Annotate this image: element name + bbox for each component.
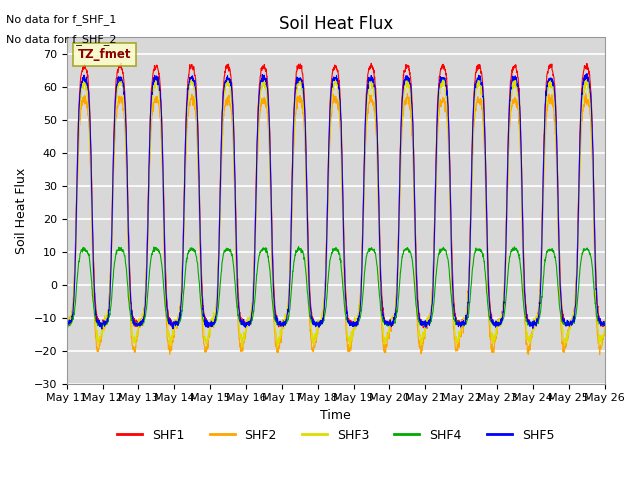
Text: No data for f_SHF_1: No data for f_SHF_1 [6,14,116,25]
Title: Soil Heat Flux: Soil Heat Flux [278,15,393,33]
Y-axis label: Soil Heat Flux: Soil Heat Flux [15,168,28,253]
Legend: SHF1, SHF2, SHF3, SHF4, SHF5: SHF1, SHF2, SHF3, SHF4, SHF5 [112,423,559,446]
Text: No data for f_SHF_2: No data for f_SHF_2 [6,34,117,45]
X-axis label: Time: Time [321,409,351,422]
